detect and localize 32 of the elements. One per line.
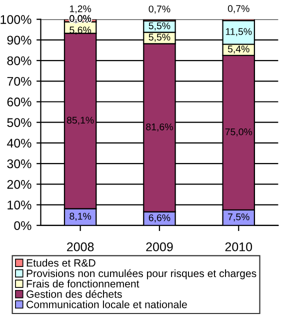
y-tick-label: 0% (14, 221, 32, 230)
y-tick-label: 50% (7, 118, 32, 128)
data-label: 5,5% (148, 22, 170, 30)
legend-label: Frais de fonctionnement (26, 280, 140, 288)
y-tick-label: 20% (7, 180, 32, 189)
y-tick-label: 70% (7, 76, 32, 86)
y-tick-label: 60% (7, 98, 32, 106)
x-tick-label: 2010 (225, 242, 252, 252)
data-label: 8,1% (70, 212, 92, 221)
data-label: 85,1% (66, 116, 94, 125)
x-tick-label: 2008 (67, 242, 94, 252)
data-label: 5,4% (228, 46, 250, 54)
y-tick-label: 90% (7, 36, 32, 45)
y-tick-label: 40% (6, 138, 32, 148)
legend-label: Provisions non cumulées pour risques et charges (26, 269, 256, 280)
y-tick-label: 10% (8, 200, 32, 210)
y-tick-label: 100% (0, 15, 32, 24)
data-label: 81,6% (146, 123, 173, 132)
legend-label: Etudes et R&D (26, 258, 96, 267)
data-label: 0,7% (148, 6, 170, 14)
x-tick-label: 2009 (146, 242, 173, 252)
data-label: 75,0% (225, 128, 252, 136)
legend-label: Communication locale et nationale (26, 300, 187, 308)
data-label: 7,5% (228, 213, 250, 222)
data-label: 0,7% (228, 5, 250, 14)
legend-label: Gestion des déchets (26, 290, 122, 298)
data-label: 5,5% (148, 34, 170, 42)
data-label: 6,6% (148, 214, 170, 222)
y-tick-label: 80% (7, 56, 32, 66)
y-tick-label: 30% (7, 159, 32, 168)
data-label: 11,5% (226, 28, 252, 36)
data-label: 1,2% (70, 5, 92, 14)
